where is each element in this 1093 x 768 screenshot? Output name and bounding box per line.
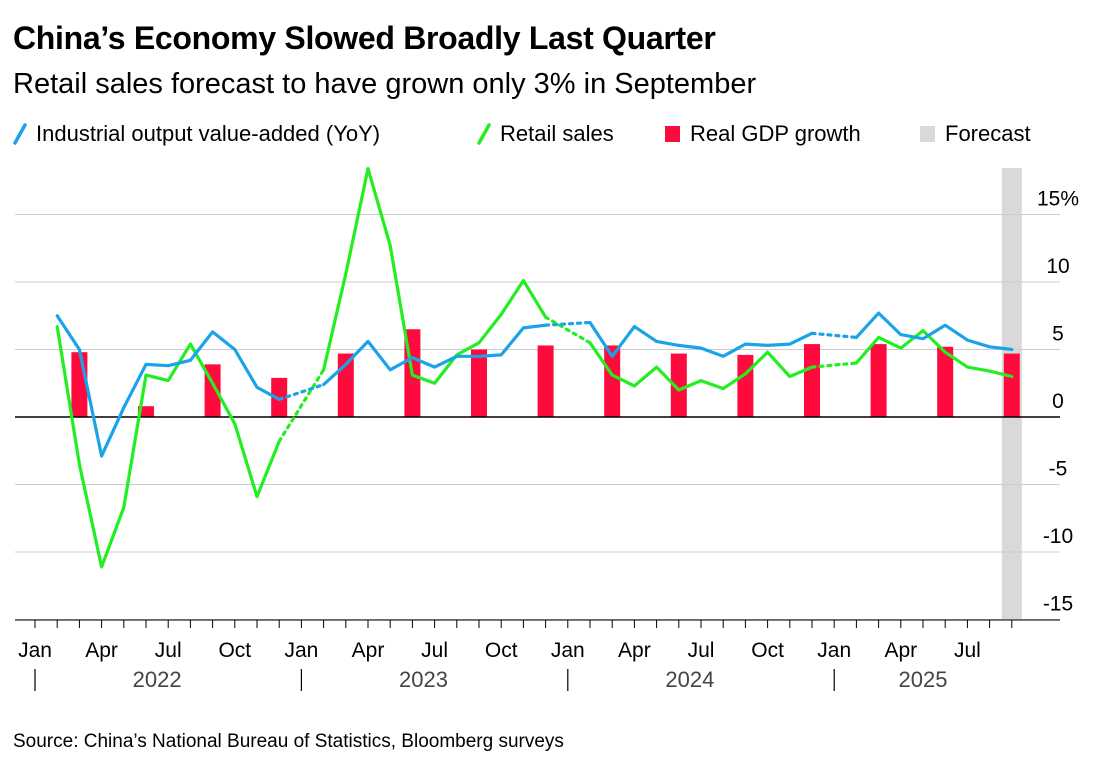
gdp-bar [937,346,954,417]
gdp-bar [71,352,88,417]
y-tick-label: -5 [1049,458,1068,481]
x-tick-label: Jul [155,639,182,662]
series-line [588,341,814,392]
chart-plot: -15 -10 -5 0 5 10 15% Jan Apr Jul Oct Jan Apr Jul Oct J… [15,167,1079,692]
x-year-label: 2023 [399,667,448,692]
x-tick-label: Jan [284,639,318,662]
legend-item-industrial-output: Industrial output value-added (YoY) [13,119,380,149]
x-tick-label: Jan [18,639,52,662]
chart-legend: Industrial output value-added (YoY) Reta… [13,119,1088,149]
series-line-dotted [543,320,592,327]
y-tick-label: 10 [1046,255,1069,278]
y-tick-label: 5 [1052,323,1064,346]
legend-line-icon [13,123,27,145]
x-tick-label: Jul [421,639,448,662]
gdp-bar [471,349,487,417]
series-line-dotted [543,315,592,345]
legend-line-icon [477,123,491,145]
gdp-bar [537,345,554,417]
x-year-label: 2024 [665,667,714,692]
gdp-bar [804,344,820,417]
legend-label: Industrial output value-added (YoY) [36,121,381,146]
x-tick-label: Oct [485,639,518,662]
y-tick-label: -10 [1043,525,1073,548]
legend-item-forecast: Forecast [920,119,1031,149]
source-note: Source: China’s National Bureau of Stati… [13,731,564,752]
gdp-bar [737,354,754,417]
legend-label: Real GDP growth [690,121,861,146]
legend-square-icon [665,126,680,142]
series-line [854,329,1014,379]
gdp-bar [670,353,687,417]
legend-label: Retail sales [500,121,614,146]
x-tick-label: Apr [884,639,917,662]
x-tick-label: Jul [954,639,981,662]
series-line [322,167,548,385]
x-tick-label: Apr [85,639,118,662]
gdp-bar [138,406,154,417]
series-line [55,325,281,569]
x-tick-label: Jan [817,639,851,662]
legend-label: Forecast [945,121,1031,146]
series-line-dotted [277,368,326,443]
x-year-label: 2025 [899,667,948,692]
x-year-label: 2022 [133,667,182,692]
series-line-dotted [810,331,859,339]
gdp-bar [870,344,887,417]
series-line-dotted [810,361,859,369]
y-tick-label: -15 [1043,593,1073,616]
gdp-bar [271,377,288,417]
x-tick-label: Apr [352,639,385,662]
y-tick-label: 15% [1037,188,1079,211]
series-line-dotted [277,383,326,401]
legend-item-real-gdp-growth: Real GDP growth [665,119,861,149]
legend-item-retail-sales: Retail sales [477,119,614,149]
legend-square-icon [920,126,935,142]
series-line [55,314,281,458]
series-line [588,320,814,358]
series-line [322,323,548,387]
y-tick-label: 0 [1052,390,1064,413]
series-line [854,311,1014,352]
x-tick-label: Apr [618,639,651,662]
x-tick-label: Oct [751,639,784,662]
gdp-bar [604,345,621,417]
chart-subtitle: Retail sales forecast to have grown only… [13,68,757,100]
gdp-bar [1003,353,1020,417]
x-tick-label: Jan [551,639,585,662]
x-tick-label: Jul [688,639,715,662]
chart-title: China’s Economy Slowed Broadly Last Quar… [13,20,716,56]
x-tick-label: Oct [218,639,251,662]
